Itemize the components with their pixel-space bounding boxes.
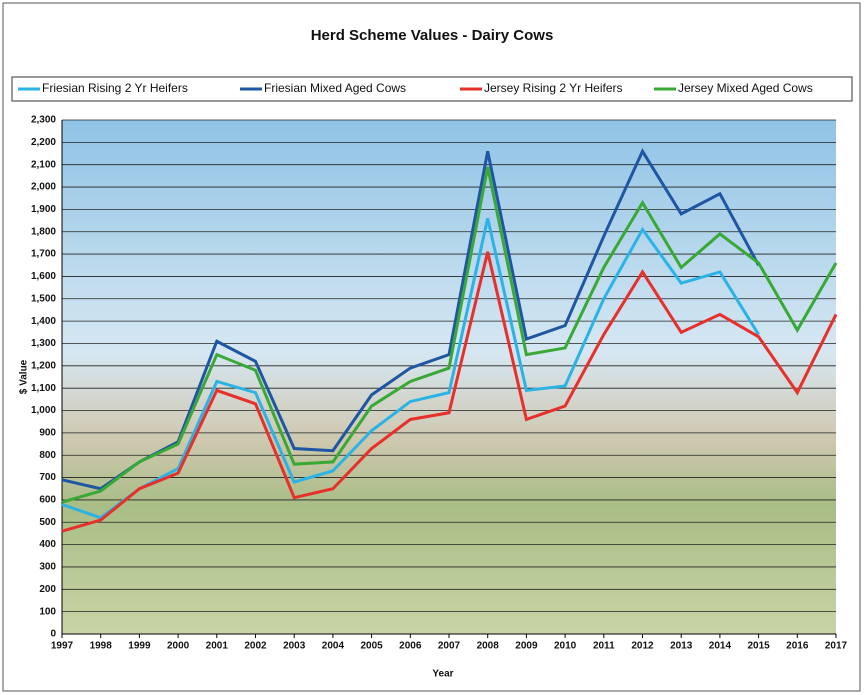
y-tick-label: 600 <box>39 495 56 506</box>
y-tick-label: 800 <box>39 450 56 461</box>
x-tick-label: 1997 <box>51 641 74 652</box>
x-tick-label: 2015 <box>747 641 770 652</box>
y-tick-label: 300 <box>39 562 56 573</box>
x-tick-label: 2007 <box>438 641 461 652</box>
y-tick-label: 1,300 <box>31 338 56 349</box>
y-axis-label: $ Value <box>19 359 30 394</box>
x-tick-label: 2008 <box>477 641 500 652</box>
y-tick-label: 1,900 <box>31 204 56 215</box>
legend-label: Friesian Rising 2 Yr Heifers <box>42 81 188 95</box>
x-tick-label: 2010 <box>554 641 577 652</box>
legend-label: Friesian Mixed Aged Cows <box>264 81 406 95</box>
x-tick-label: 2001 <box>206 641 229 652</box>
y-tick-label: 2,100 <box>31 159 56 170</box>
x-tick-label: 2016 <box>786 641 809 652</box>
y-tick-label: 900 <box>39 428 56 439</box>
y-tick-label: 2,200 <box>31 137 56 148</box>
x-tick-label: 2002 <box>244 641 267 652</box>
x-tick-label: 2009 <box>515 641 538 652</box>
y-tick-label: 1,100 <box>31 383 56 394</box>
x-tick-label: 1999 <box>128 641 151 652</box>
y-tick-label: 100 <box>39 606 56 617</box>
y-tick-label: 400 <box>39 539 56 550</box>
x-tick-label: 2003 <box>283 641 306 652</box>
y-tick-label: 1,800 <box>31 226 56 237</box>
x-tick-label: 2017 <box>825 641 848 652</box>
x-axis-label: Year <box>432 669 453 680</box>
y-tick-label: 2,000 <box>31 182 56 193</box>
y-tick-label: 1,700 <box>31 249 56 260</box>
plot-background <box>62 120 836 634</box>
y-tick-label: 500 <box>39 517 56 528</box>
legend-label: Jersey Rising 2 Yr Heifers <box>484 81 623 95</box>
y-tick-label: 1,500 <box>31 293 56 304</box>
y-tick-label: 1,400 <box>31 316 56 327</box>
x-tick-label: 1998 <box>90 641 113 652</box>
x-tick-label: 2013 <box>670 641 693 652</box>
x-tick-label: 2012 <box>631 641 654 652</box>
chart-title: Herd Scheme Values - Dairy Cows <box>311 27 554 44</box>
chart: Herd Scheme Values - Dairy Cows Year $ V… <box>0 0 864 695</box>
x-tick-label: 2011 <box>593 641 615 652</box>
x-tick-label: 2000 <box>167 641 190 652</box>
y-tick-label: 1,000 <box>31 405 56 416</box>
y-tick-label: 700 <box>39 472 56 483</box>
y-tick-label: 1,200 <box>31 360 56 371</box>
x-tick-label: 2014 <box>709 641 732 652</box>
x-tick-label: 2005 <box>360 641 383 652</box>
y-tick-label: 0 <box>50 629 56 640</box>
x-tick-label: 2004 <box>322 641 345 652</box>
y-tick-label: 200 <box>39 584 56 595</box>
x-tick-label: 2006 <box>399 641 422 652</box>
legend-label: Jersey Mixed Aged Cows <box>678 81 813 95</box>
y-tick-label: 2,300 <box>31 115 56 126</box>
y-tick-label: 1,600 <box>31 271 56 282</box>
